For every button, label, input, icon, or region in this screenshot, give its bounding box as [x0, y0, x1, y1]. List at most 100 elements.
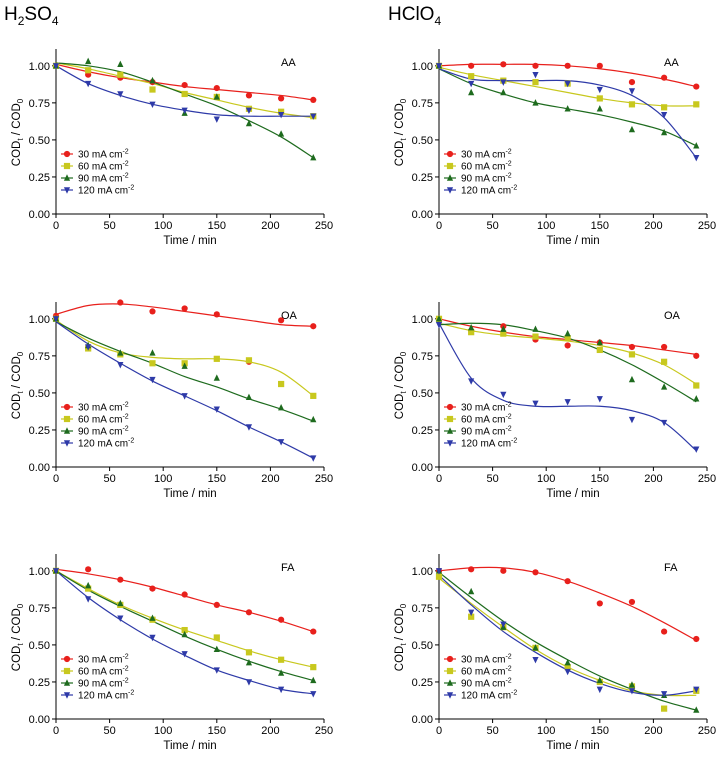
data-point: [149, 76, 156, 84]
y-axis-label: CODt / COD0: [11, 603, 25, 671]
y-tick-label: 0.00: [412, 209, 433, 221]
x-tick-label: 100: [537, 473, 555, 485]
y-tick-label: 1.00: [29, 314, 50, 326]
data-point: [564, 668, 571, 676]
data-point: [181, 630, 188, 638]
data-point: [435, 568, 443, 575]
panel-tag: AA: [664, 57, 679, 69]
x-tick-label: 50: [486, 220, 498, 232]
y-tick-label: 0.25: [29, 677, 50, 689]
data-point: [85, 596, 92, 603]
data-point: [661, 112, 668, 119]
data-point: [117, 615, 124, 622]
data-point: [532, 400, 539, 407]
data-point: [213, 406, 220, 413]
data-point: [661, 419, 668, 427]
data-point: [149, 308, 156, 315]
data-point: [693, 352, 700, 359]
legend-marker: [63, 692, 71, 699]
legend-marker: [446, 655, 454, 663]
data-point: [149, 585, 156, 592]
legend-marker: [446, 692, 454, 699]
x-tick-label: 0: [53, 220, 59, 232]
panel-tag: FA: [664, 562, 678, 574]
data-point: [693, 635, 700, 643]
data-point: [85, 585, 92, 592]
data-point: [532, 79, 539, 86]
data-point: [564, 334, 571, 342]
x-axis-label: Time / min: [546, 488, 599, 500]
data-point: [532, 644, 539, 651]
data-point: [468, 73, 475, 80]
x-tick-label: 0: [53, 725, 59, 737]
legend-marker: [446, 187, 454, 194]
legend-marker: [446, 403, 454, 411]
data-point: [149, 86, 156, 93]
data-point: [149, 349, 156, 356]
data-point: [435, 573, 443, 580]
data-point: [213, 93, 220, 100]
data-point: [661, 383, 668, 390]
x-tick-label: 250: [698, 725, 716, 737]
x-tick-label: 150: [208, 725, 226, 737]
data-point: [245, 119, 253, 127]
legend-label: 120 mA cm-2: [78, 690, 134, 702]
data-point: [532, 333, 539, 340]
data-point: [661, 691, 668, 698]
panel-tag: FA: [281, 562, 295, 574]
data-point: [117, 60, 124, 68]
x-tick-label: 50: [103, 725, 115, 737]
data-point: [628, 416, 636, 424]
data-point: [85, 581, 92, 589]
data-point: [85, 57, 92, 65]
y-tick-label: 1.00: [412, 61, 433, 73]
data-point: [310, 96, 317, 103]
x-tick-label: 150: [591, 220, 609, 232]
x-tick-label: 0: [436, 473, 442, 485]
data-point: [468, 609, 475, 617]
data-point: [117, 362, 124, 369]
x-tick-label: 100: [537, 725, 555, 737]
data-point: [310, 113, 317, 120]
data-point: [149, 634, 156, 642]
data-point: [564, 329, 571, 337]
data-point: [149, 360, 156, 367]
fit-curve-2: [55, 321, 314, 422]
data-point: [310, 664, 317, 671]
legend-marker: [63, 162, 71, 170]
data-point: [596, 338, 603, 346]
data-point: [278, 380, 285, 388]
data-point: [693, 706, 700, 713]
data-point: [532, 99, 539, 106]
legend-label: 60 mA cm-2: [461, 666, 512, 678]
data-point: [85, 566, 92, 573]
data-point: [596, 676, 603, 684]
x-tick-label: 100: [154, 473, 172, 485]
y-tick-label: 0.25: [29, 172, 50, 184]
data-point: [213, 645, 220, 653]
legend-marker: [63, 187, 71, 194]
data-point: [628, 598, 636, 606]
x-tick-label: 150: [591, 725, 609, 737]
data-point: [245, 658, 253, 666]
data-point: [278, 95, 285, 102]
legend-label: 90 mA cm-2: [461, 173, 512, 185]
legend-label: 90 mA cm-2: [461, 678, 512, 690]
legend-label: 90 mA cm-2: [78, 678, 129, 690]
y-tick-label: 0.75: [29, 351, 50, 363]
data-point: [435, 322, 443, 329]
legend-label: 30 mA cm-2: [78, 402, 129, 414]
legend-label: 120 mA cm-2: [461, 690, 517, 702]
y-tick-label: 1.00: [29, 61, 50, 73]
legend-label: 30 mA cm-2: [78, 149, 129, 161]
x-tick-label: 150: [208, 220, 226, 232]
data-point: [213, 84, 220, 92]
legend-label: 60 mA cm-2: [461, 161, 512, 173]
y-tick-label: 0.75: [29, 603, 50, 615]
data-point: [310, 323, 317, 330]
data-point: [149, 376, 156, 384]
data-point: [532, 569, 539, 576]
chart-panel-aa-hclo4: 0.00 0.25 0.50 0.75 1.00 0 50 100 150 200 250 Time …: [394, 49, 716, 247]
data-point: [628, 351, 636, 358]
data-point: [468, 80, 475, 88]
